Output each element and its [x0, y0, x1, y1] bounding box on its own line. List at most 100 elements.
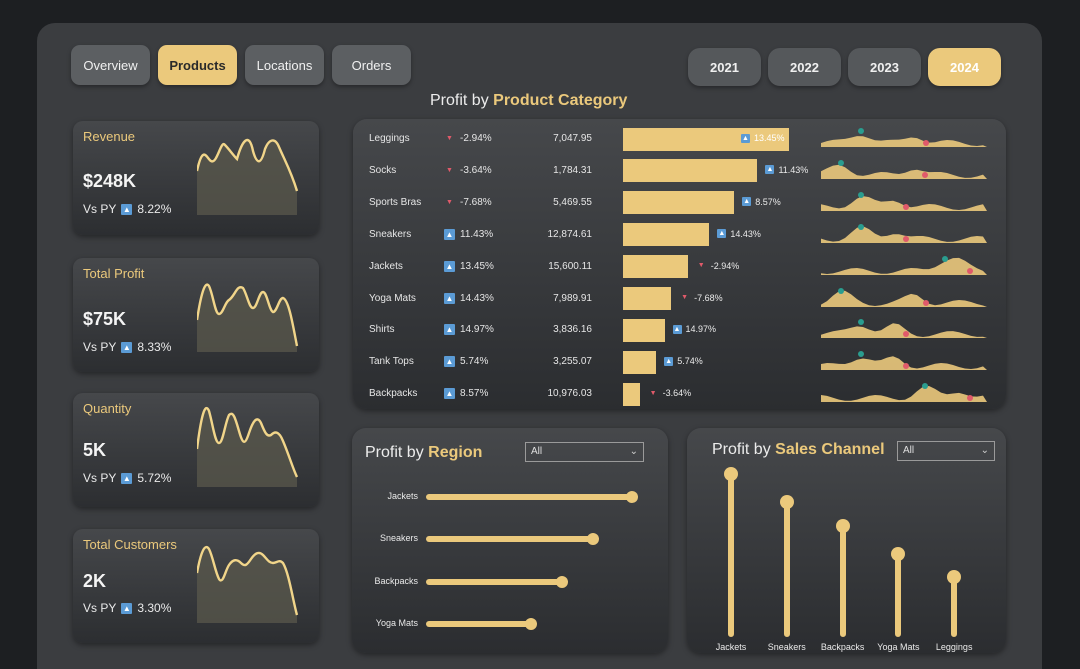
chevron-down-icon: ⌄ — [980, 445, 989, 456]
category-bar-label: ▼ -7.68% — [679, 293, 723, 303]
region-lollipop-stem — [426, 620, 532, 627]
category-row-yoy: ▲ 5.74% — [444, 356, 489, 368]
category-row-name: Sneakers — [369, 228, 412, 240]
category-row-name: Jackets — [369, 260, 403, 272]
mini-sparkline-low-dot — [922, 171, 928, 178]
category-row-name: Sports Bras — [369, 196, 422, 208]
down-arrow-icon: ▼ — [649, 389, 657, 397]
mini-sparkline-low-dot — [923, 299, 929, 306]
mini-sparkline-low-dot — [967, 395, 973, 402]
up-arrow-icon: ▲ — [121, 203, 133, 215]
mini-sparkline-low-dot — [903, 363, 909, 370]
channel-lollipop-dot — [891, 546, 906, 561]
category-mini-sparkline — [821, 128, 987, 147]
kpi-label: Total Profit — [83, 266, 145, 281]
category-row-value: 12,874.61 — [547, 228, 593, 240]
up-arrow-icon: ▲ — [741, 133, 750, 143]
category-row-yoy: ▼ -7.68% — [444, 197, 492, 208]
kpi-label: Total Customers — [83, 537, 177, 552]
category-mini-sparkline — [821, 255, 987, 275]
category-bar — [623, 159, 758, 183]
kpi-change: 8.33% — [137, 340, 172, 354]
category-bar — [623, 191, 735, 215]
region-axis-label: Jackets — [387, 491, 418, 501]
kpi-vs-py: Vs PY ▲ 8.33% — [83, 340, 171, 354]
channel-lollipop-stem — [895, 553, 902, 637]
category-bar-label: ▲ 11.43% — [765, 164, 809, 175]
mini-sparkline-high-dot — [922, 383, 928, 390]
region-title: Profit by Region — [365, 444, 483, 461]
category-bar — [623, 287, 672, 310]
sales-channel-filter-dropdown[interactable]: All ⌄ — [897, 441, 995, 461]
category-row-value: 7,047.95 — [553, 133, 592, 144]
down-arrow-icon: ▼ — [446, 166, 453, 174]
mini-sparkline-high-dot — [942, 255, 948, 262]
mini-sparkline-low-dot — [903, 203, 909, 210]
year-2023-button[interactable]: 2023 — [848, 48, 921, 86]
channel-lollipop-dot — [835, 519, 850, 534]
year-2021-button[interactable]: 2021 — [688, 48, 761, 86]
region-lollipop-dot — [586, 533, 599, 546]
region-lollipop-dot — [626, 491, 638, 503]
kpi-value: 5K — [83, 440, 107, 460]
up-arrow-icon: ▲ — [444, 260, 455, 272]
vs-py-label: Vs PY — [83, 601, 117, 615]
category-row-name: Tank Tops — [369, 356, 414, 368]
mini-sparkline-low-dot — [967, 267, 973, 274]
region-lollipop-dot — [555, 575, 568, 588]
mini-sparkline-area — [821, 290, 987, 307]
total-profit-sparkline — [197, 283, 299, 352]
up-arrow-icon: ▲ — [121, 602, 133, 614]
category-row-name: Leggings — [369, 133, 410, 144]
tab-orders[interactable]: Orders — [332, 45, 411, 85]
channel-lollipop-stem — [783, 501, 790, 637]
region-axis-label: Backpacks — [374, 575, 418, 586]
region-lollipop-stem — [426, 494, 632, 500]
mini-sparkline-area — [821, 386, 987, 403]
category-row-yoy: ▲ 11.43% — [444, 228, 494, 240]
category-bar-label: ▲ 14.43% — [717, 228, 761, 239]
mini-sparkline-high-dot — [858, 319, 864, 326]
mini-sparkline-area — [821, 136, 987, 147]
tab-locations[interactable]: Locations — [245, 45, 324, 85]
category-row-value: 1,784.31 — [553, 164, 592, 176]
tab-products[interactable]: Products — [158, 45, 237, 85]
category-mini-sparkline — [821, 383, 987, 403]
region-filter-dropdown[interactable]: All ⌄ — [525, 442, 644, 462]
mini-sparkline-high-dot — [838, 287, 844, 294]
up-arrow-icon: ▲ — [664, 356, 674, 366]
down-arrow-icon: ▼ — [446, 135, 453, 142]
mini-sparkline-area — [821, 323, 987, 339]
category-bar — [623, 255, 688, 279]
category-bar — [623, 382, 640, 406]
category-bar-label: ▲ 8.57% — [742, 196, 781, 207]
sales-channel-panel — [687, 428, 1006, 653]
down-arrow-icon: ▼ — [446, 198, 453, 206]
up-arrow-icon: ▲ — [444, 292, 455, 304]
category-row-yoy: ▼ -3.64% — [444, 165, 492, 176]
tab-overview[interactable]: Overview — [71, 45, 150, 85]
kpi-vs-py: Vs PY ▲ 3.30% — [83, 601, 171, 615]
category-mini-sparkline — [821, 287, 987, 307]
kpi-vs-py: Vs PY ▲ 8.22% — [83, 202, 171, 216]
channel-axis-label: Yoga Mats — [877, 642, 920, 652]
channel-lollipop-dot — [779, 494, 794, 509]
year-2024-button[interactable]: 2024 — [928, 48, 1001, 86]
category-mini-sparkline — [821, 351, 987, 371]
mini-sparkline-area — [821, 356, 987, 371]
kpi-change: 3.30% — [137, 601, 172, 615]
sales-channel-title: Profit by Sales Channel — [712, 441, 885, 458]
mini-sparkline-area — [821, 195, 987, 211]
category-bar-label: ▲ 5.74% — [664, 356, 703, 367]
category-bar-label: ▲ 14.97% — [672, 324, 717, 335]
kpi-card-total-customers: Total Customers 2K Vs PY ▲ 3.30% — [73, 529, 319, 643]
vs-py-label: Vs PY — [83, 340, 117, 354]
channel-axis-label: Jackets — [715, 642, 747, 652]
kpi-change: 8.22% — [137, 202, 172, 216]
kpi-value: $75K — [83, 309, 127, 329]
category-bar — [623, 350, 657, 374]
year-2022-button[interactable]: 2022 — [768, 48, 841, 86]
up-arrow-icon: ▲ — [742, 197, 752, 207]
channel-axis-label: Sneakers — [767, 642, 806, 652]
mini-sparkline-low-dot — [923, 140, 929, 146]
